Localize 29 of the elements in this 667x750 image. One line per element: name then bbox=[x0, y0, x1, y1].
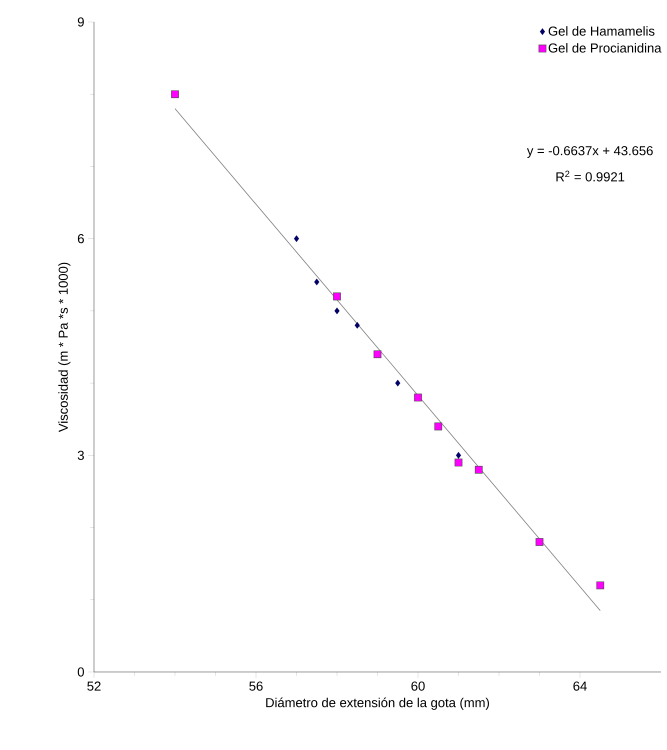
legend-label: Gel de Hamamelis bbox=[548, 26, 654, 36]
y-tick-label: 3 bbox=[78, 450, 84, 460]
point bbox=[454, 458, 462, 466]
x-tick-label: 56 bbox=[249, 682, 263, 691]
legend-label: Gel de Procianidina bbox=[548, 43, 662, 53]
point bbox=[354, 322, 360, 329]
point bbox=[314, 278, 320, 286]
y-tick-label: 9 bbox=[78, 17, 84, 27]
point bbox=[474, 466, 483, 474]
point bbox=[414, 394, 422, 402]
point bbox=[536, 538, 544, 546]
point bbox=[456, 452, 462, 459]
y-axis-title: Viscosidad (m * Pa *s * 1000) bbox=[58, 262, 70, 432]
point bbox=[171, 90, 179, 98]
point bbox=[334, 307, 340, 314]
point bbox=[374, 350, 382, 358]
annotation: R$^{2}$ = 0.9921 bbox=[556, 170, 624, 182]
x-tick-label: 52 bbox=[87, 682, 101, 691]
annotation: y = -0.6637x + 43.656 bbox=[526, 146, 653, 158]
y-tick-label: 0 bbox=[78, 667, 84, 677]
point bbox=[596, 581, 604, 590]
x-tick-label: 64 bbox=[573, 682, 587, 691]
x-tick-label: 60 bbox=[411, 682, 425, 691]
point bbox=[333, 292, 341, 300]
point bbox=[434, 422, 442, 430]
x-axis-title: Diámetro de extensión de la gota (mm) bbox=[266, 698, 489, 710]
y-tick-label: 6 bbox=[78, 234, 84, 244]
point bbox=[395, 380, 400, 386]
point bbox=[294, 235, 300, 242]
